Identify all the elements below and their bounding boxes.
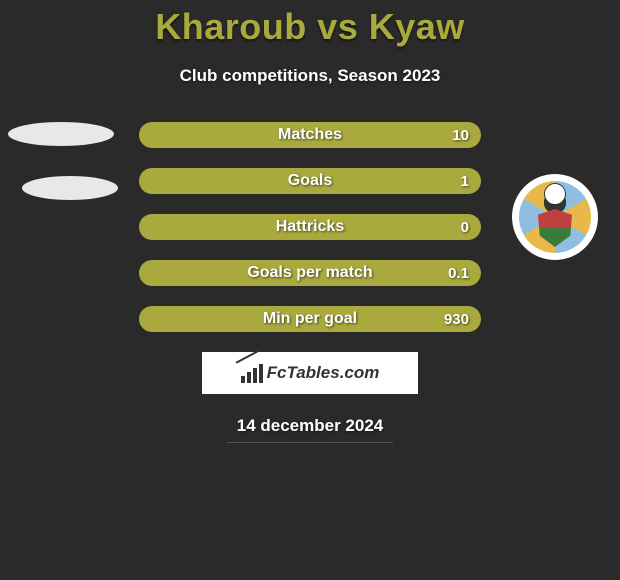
stat-value: 930 xyxy=(444,311,469,328)
stat-label: Goals per match xyxy=(247,264,372,282)
stat-row: Hattricks 0 xyxy=(0,214,620,240)
stat-row: Matches 10 xyxy=(0,122,620,148)
stat-label: Matches xyxy=(278,126,342,144)
date-label: 14 december 2024 xyxy=(0,416,620,436)
stat-bar-hattricks: Hattricks 0 xyxy=(139,214,481,240)
page-title: Kharoub vs Kyaw xyxy=(0,6,620,48)
stat-bar-goals: Goals 1 xyxy=(139,168,481,194)
brand-box[interactable]: FcTables.com xyxy=(202,352,418,394)
stat-bar-min-per-goal: Min per goal 930 xyxy=(139,306,481,332)
stat-value: 10 xyxy=(452,127,469,144)
stat-label: Hattricks xyxy=(276,218,344,236)
stat-value: 0 xyxy=(461,219,469,236)
stat-value: 0.1 xyxy=(448,265,469,282)
stat-bar-matches: Matches 10 xyxy=(139,122,481,148)
brand-logo: FcTables.com xyxy=(241,363,380,383)
page-subtitle: Club competitions, Season 2023 xyxy=(0,66,620,86)
stat-value: 1 xyxy=(461,173,469,190)
divider xyxy=(227,442,393,443)
stats-area: Matches 10 Goals 1 Hattricks 0 Goals per… xyxy=(0,122,620,332)
header: Kharoub vs Kyaw Club competitions, Seaso… xyxy=(0,0,620,86)
chart-icon xyxy=(241,363,263,383)
stat-row: Goals 1 xyxy=(0,168,620,194)
stat-row: Min per goal 930 xyxy=(0,306,620,332)
stat-row: Goals per match 0.1 xyxy=(0,260,620,286)
stat-bar-goals-per-match: Goals per match 0.1 xyxy=(139,260,481,286)
stat-label: Min per goal xyxy=(263,310,357,328)
brand-text: FcTables.com xyxy=(267,363,380,383)
stat-label: Goals xyxy=(288,172,332,190)
